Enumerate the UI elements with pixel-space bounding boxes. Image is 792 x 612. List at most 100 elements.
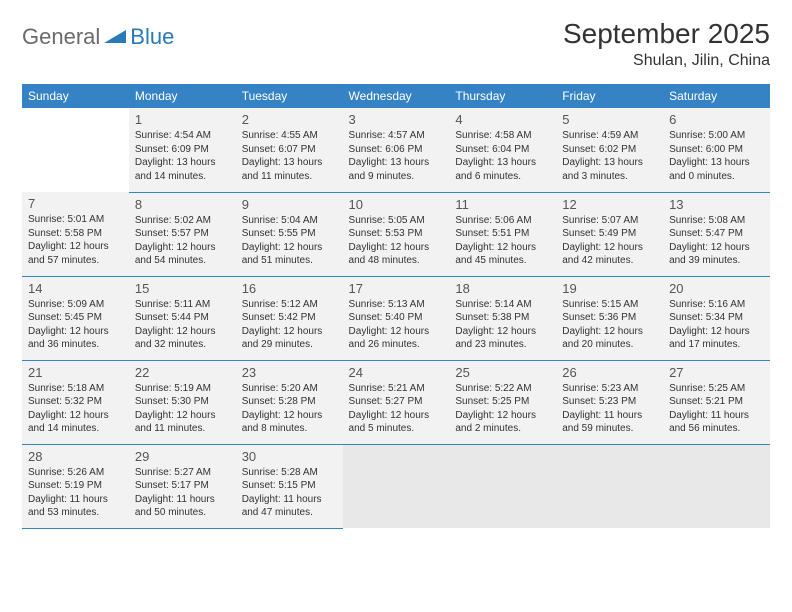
day-number: 20 bbox=[669, 281, 764, 296]
day-number: 19 bbox=[562, 281, 657, 296]
day-info: Sunrise: 5:04 AMSunset: 5:55 PMDaylight:… bbox=[242, 214, 337, 268]
calendar-cell bbox=[449, 444, 556, 528]
day-info: Sunrise: 5:02 AMSunset: 5:57 PMDaylight:… bbox=[135, 214, 230, 268]
day-number: 11 bbox=[455, 197, 550, 212]
calendar-cell: 30 Sunrise: 5:28 AMSunset: 5:15 PMDayligh… bbox=[236, 444, 343, 528]
day-number: 15 bbox=[135, 281, 230, 296]
day-number: 1 bbox=[135, 112, 230, 127]
day-info: Sunrise: 5:16 AMSunset: 5:34 PMDaylight:… bbox=[669, 298, 764, 352]
day-info: Sunrise: 5:05 AMSunset: 5:53 PMDaylight:… bbox=[349, 214, 444, 268]
day-info: Sunrise: 5:25 AMSunset: 5:21 PMDaylight:… bbox=[669, 382, 764, 436]
calendar-cell: 15 Sunrise: 5:11 AMSunset: 5:44 PMDayligh… bbox=[129, 276, 236, 360]
calendar-cell bbox=[343, 444, 450, 528]
day-number: 3 bbox=[349, 112, 444, 127]
calendar-head: SundayMondayTuesdayWednesdayThursdayFrid… bbox=[22, 84, 770, 108]
calendar-cell: 1 Sunrise: 4:54 AMSunset: 6:09 PMDaylight… bbox=[129, 108, 236, 192]
calendar-cell: 18 Sunrise: 5:14 AMSunset: 5:38 PMDayligh… bbox=[449, 276, 556, 360]
day-info: Sunrise: 5:26 AMSunset: 5:19 PMDaylight:… bbox=[28, 466, 123, 520]
day-info: Sunrise: 5:11 AMSunset: 5:44 PMDaylight:… bbox=[135, 298, 230, 352]
calendar-cell bbox=[556, 444, 663, 528]
weekday-header: Tuesday bbox=[236, 84, 343, 108]
calendar-cell: 7 Sunrise: 5:01 AMSunset: 5:58 PMDaylight… bbox=[22, 192, 129, 276]
calendar-cell: 25Sunrise: 5:22 AMSunset: 5:25 PMDayligh… bbox=[449, 360, 556, 444]
calendar-cell: 20 Sunrise: 5:16 AMSunset: 5:34 PMDayligh… bbox=[663, 276, 770, 360]
day-number: 12 bbox=[562, 197, 657, 212]
logo-general: General bbox=[22, 24, 100, 50]
calendar-body: 1 Sunrise: 4:54 AMSunset: 6:09 PMDaylight… bbox=[22, 108, 770, 528]
calendar-cell: 6 Sunrise: 5:00 AMSunset: 6:00 PMDaylight… bbox=[663, 108, 770, 192]
title-block: September 2025 Shulan, Jilin, China bbox=[563, 18, 770, 70]
day-info: Sunrise: 5:01 AMSunset: 5:58 PMDaylight:… bbox=[28, 213, 123, 267]
day-info: Sunrise: 5:22 AMSunset: 5:25 PMDaylight:… bbox=[455, 382, 550, 436]
calendar-cell bbox=[22, 108, 129, 192]
calendar-cell: 29 Sunrise: 5:27 AMSunset: 5:17 PMDayligh… bbox=[129, 444, 236, 528]
day-info: Sunrise: 5:18 AMSunset: 5:32 PMDaylight:… bbox=[28, 382, 123, 436]
day-number: 6 bbox=[669, 112, 764, 127]
day-number: 17 bbox=[349, 281, 444, 296]
day-number: 2 bbox=[242, 112, 337, 127]
day-info: Sunrise: 5:15 AMSunset: 5:36 PMDaylight:… bbox=[562, 298, 657, 352]
day-number: 16 bbox=[242, 281, 337, 296]
day-number: 21 bbox=[28, 365, 123, 380]
calendar-cell: 28 Sunrise: 5:26 AMSunset: 5:19 PMDayligh… bbox=[22, 444, 129, 528]
header: General Blue September 2025 Shulan, Jili… bbox=[22, 18, 770, 70]
day-info: Sunrise: 5:12 AMSunset: 5:42 PMDaylight:… bbox=[242, 298, 337, 352]
day-number: 23 bbox=[242, 365, 337, 380]
day-info: Sunrise: 5:27 AMSunset: 5:17 PMDaylight:… bbox=[135, 466, 230, 520]
page-subtitle: Shulan, Jilin, China bbox=[563, 52, 770, 70]
calendar-cell: 10 Sunrise: 5:05 AMSunset: 5:53 PMDayligh… bbox=[343, 192, 450, 276]
logo-blue: Blue bbox=[130, 24, 174, 50]
day-number: 5 bbox=[562, 112, 657, 127]
calendar-cell: 17 Sunrise: 5:13 AMSunset: 5:40 PMDayligh… bbox=[343, 276, 450, 360]
weekday-header: Sunday bbox=[22, 84, 129, 108]
logo: General Blue bbox=[22, 18, 174, 50]
calendar-cell: 22 Sunrise: 5:19 AMSunset: 5:30 PMDayligh… bbox=[129, 360, 236, 444]
day-info: Sunrise: 5:06 AMSunset: 5:51 PMDaylight:… bbox=[455, 214, 550, 268]
calendar-cell bbox=[663, 444, 770, 528]
day-number: 28 bbox=[28, 449, 123, 464]
day-number: 22 bbox=[135, 365, 230, 380]
calendar-table: SundayMondayTuesdayWednesdayThursdayFrid… bbox=[22, 84, 770, 529]
day-info: Sunrise: 5:14 AMSunset: 5:38 PMDaylight:… bbox=[455, 298, 550, 352]
day-number: 26 bbox=[562, 365, 657, 380]
calendar-cell: 19 Sunrise: 5:15 AMSunset: 5:36 PMDayligh… bbox=[556, 276, 663, 360]
day-info: Sunrise: 5:28 AMSunset: 5:15 PMDaylight:… bbox=[242, 466, 337, 520]
calendar-cell: 3 Sunrise: 4:57 AMSunset: 6:06 PMDaylight… bbox=[343, 108, 450, 192]
day-number: 10 bbox=[349, 197, 444, 212]
calendar-cell: 14 Sunrise: 5:09 AMSunset: 5:45 PMDayligh… bbox=[22, 276, 129, 360]
day-info: Sunrise: 5:13 AMSunset: 5:40 PMDaylight:… bbox=[349, 298, 444, 352]
calendar-cell: 4 Sunrise: 4:58 AMSunset: 6:04 PMDaylight… bbox=[449, 108, 556, 192]
calendar-cell: 23Sunrise: 5:20 AMSunset: 5:28 PMDayligh… bbox=[236, 360, 343, 444]
day-info: Sunrise: 4:59 AMSunset: 6:02 PMDaylight:… bbox=[562, 129, 657, 183]
calendar-cell: 8 Sunrise: 5:02 AMSunset: 5:57 PMDaylight… bbox=[129, 192, 236, 276]
calendar-cell: 26Sunrise: 5:23 AMSunset: 5:23 PMDayligh… bbox=[556, 360, 663, 444]
day-number: 9 bbox=[242, 197, 337, 212]
day-info: Sunrise: 5:07 AMSunset: 5:49 PMDaylight:… bbox=[562, 214, 657, 268]
day-number: 30 bbox=[242, 449, 337, 464]
page-title: September 2025 bbox=[563, 18, 770, 50]
day-info: Sunrise: 5:09 AMSunset: 5:45 PMDaylight:… bbox=[28, 298, 123, 352]
day-info: Sunrise: 4:58 AMSunset: 6:04 PMDaylight:… bbox=[455, 129, 550, 183]
weekday-header: Saturday bbox=[663, 84, 770, 108]
calendar-cell: 12 Sunrise: 5:07 AMSunset: 5:49 PMDayligh… bbox=[556, 192, 663, 276]
day-info: Sunrise: 4:54 AMSunset: 6:09 PMDaylight:… bbox=[135, 129, 230, 183]
logo-triangle-icon bbox=[104, 28, 128, 46]
calendar-cell: 27 Sunrise: 5:25 AMSunset: 5:21 PMDayligh… bbox=[663, 360, 770, 444]
day-info: Sunrise: 4:57 AMSunset: 6:06 PMDaylight:… bbox=[349, 129, 444, 183]
day-number: 27 bbox=[669, 365, 764, 380]
day-number: 7 bbox=[28, 196, 123, 211]
calendar-cell: 13Sunrise: 5:08 AMSunset: 5:47 PMDayligh… bbox=[663, 192, 770, 276]
calendar-cell: 24Sunrise: 5:21 AMSunset: 5:27 PMDayligh… bbox=[343, 360, 450, 444]
weekday-header: Thursday bbox=[449, 84, 556, 108]
day-info: Sunrise: 5:19 AMSunset: 5:30 PMDaylight:… bbox=[135, 382, 230, 436]
day-number: 4 bbox=[455, 112, 550, 127]
day-number: 29 bbox=[135, 449, 230, 464]
day-number: 14 bbox=[28, 281, 123, 296]
calendar-cell: 21 Sunrise: 5:18 AMSunset: 5:32 PMDayligh… bbox=[22, 360, 129, 444]
calendar-cell: 16 Sunrise: 5:12 AMSunset: 5:42 PMDayligh… bbox=[236, 276, 343, 360]
day-info: Sunrise: 5:00 AMSunset: 6:00 PMDaylight:… bbox=[669, 129, 764, 183]
calendar-cell: 5 Sunrise: 4:59 AMSunset: 6:02 PMDaylight… bbox=[556, 108, 663, 192]
day-number: 8 bbox=[135, 197, 230, 212]
day-number: 18 bbox=[455, 281, 550, 296]
day-info: Sunrise: 5:21 AMSunset: 5:27 PMDaylight:… bbox=[349, 382, 444, 436]
